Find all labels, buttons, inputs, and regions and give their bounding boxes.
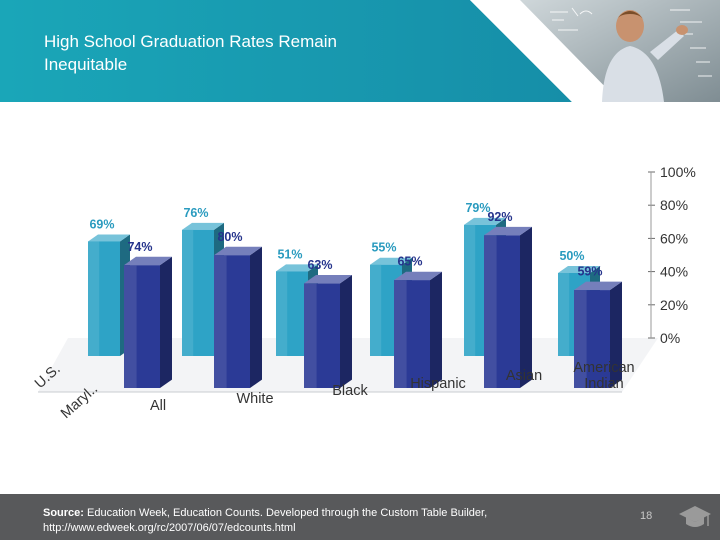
category-label: Hispanic	[410, 376, 466, 392]
bar-maryland-black	[304, 275, 352, 388]
y-tick-label: 40%	[660, 264, 688, 280]
slide-header: High School Graduation Rates Remain Ineq…	[0, 0, 720, 102]
data-label: 76%	[183, 206, 208, 220]
bar-us-all	[88, 234, 130, 356]
slide-footer: Source: Education Week, Education Counts…	[0, 494, 720, 540]
data-label: 79%	[465, 201, 490, 215]
category-label: White	[236, 391, 273, 407]
header-band	[0, 0, 600, 102]
bar-maryland-american-indian	[574, 281, 622, 388]
slide-title-line-1: High School Graduation Rates Remain	[44, 32, 337, 51]
data-label: 55%	[371, 241, 396, 255]
source-citation: Source: Education Week, Education Counts…	[43, 506, 603, 536]
source-text: Education Week, Education Counts. Develo…	[83, 507, 488, 519]
graduation-rate-chart: 0% 20% 40% 60% 80% 100% 69% 76% 51% 55% 79% 50% 74% 8…	[32, 164, 696, 422]
source-label: Source:	[43, 507, 84, 519]
y-tick-label: 0%	[660, 330, 680, 346]
y-tick-label: 100%	[660, 164, 696, 180]
category-label: Asian	[506, 368, 542, 384]
graduation-cap-icon	[679, 506, 711, 527]
teacher-at-chalkboard-photo	[520, 0, 720, 102]
data-label: 92%	[487, 210, 512, 224]
y-tick-label: 60%	[660, 230, 688, 246]
slide-title: High School Graduation Rates Remain Ineq…	[44, 30, 424, 76]
bar-maryland-hispanic	[394, 271, 442, 388]
bar-maryland-all	[124, 256, 172, 388]
slide-title-line-2: Inequitable	[44, 55, 128, 74]
source-url[interactable]: http://www.edweek.org/rc/2007/06/07/edco…	[43, 522, 296, 534]
category-label: All	[150, 398, 166, 414]
bar-maryland-asian	[484, 226, 532, 388]
y-tick-label: 80%	[660, 197, 688, 213]
y-tick-label: 20%	[660, 297, 688, 313]
data-label: 74%	[127, 240, 152, 254]
category-label: American	[573, 360, 634, 376]
data-label: 51%	[277, 247, 302, 261]
data-label: 80%	[217, 230, 242, 244]
data-label: 65%	[397, 255, 422, 269]
category-label: Indian	[584, 376, 624, 392]
data-label: 59%	[577, 265, 602, 279]
data-label: 69%	[89, 217, 114, 231]
category-label: Black	[332, 383, 368, 399]
data-label: 63%	[307, 258, 332, 272]
page-number: 18	[640, 510, 653, 522]
bar-maryland-white	[214, 246, 262, 388]
data-label: 50%	[559, 249, 584, 263]
